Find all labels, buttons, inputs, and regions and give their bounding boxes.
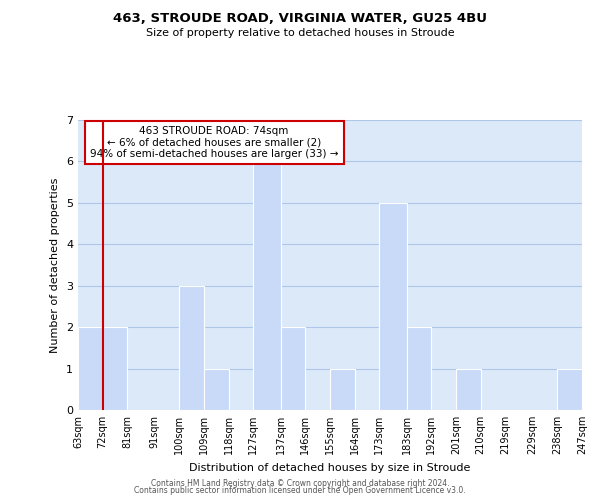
Bar xyxy=(407,327,431,410)
Text: 463 STROUDE ROAD: 74sqm
← 6% of detached houses are smaller (2)
94% of semi-deta: 463 STROUDE ROAD: 74sqm ← 6% of detached… xyxy=(90,126,338,159)
Bar xyxy=(557,368,582,410)
Text: Contains public sector information licensed under the Open Government Licence v3: Contains public sector information licen… xyxy=(134,486,466,495)
Bar xyxy=(179,286,204,410)
Y-axis label: Number of detached properties: Number of detached properties xyxy=(50,178,61,352)
Bar xyxy=(281,327,305,410)
Bar xyxy=(204,368,229,410)
Bar xyxy=(103,327,127,410)
Text: Contains HM Land Registry data © Crown copyright and database right 2024.: Contains HM Land Registry data © Crown c… xyxy=(151,478,449,488)
X-axis label: Distribution of detached houses by size in Stroude: Distribution of detached houses by size … xyxy=(190,462,470,472)
Text: Size of property relative to detached houses in Stroude: Size of property relative to detached ho… xyxy=(146,28,454,38)
Bar xyxy=(456,368,481,410)
Bar xyxy=(78,327,103,410)
Text: 463, STROUDE ROAD, VIRGINIA WATER, GU25 4BU: 463, STROUDE ROAD, VIRGINIA WATER, GU25 … xyxy=(113,12,487,26)
Bar xyxy=(330,368,355,410)
Bar xyxy=(379,203,407,410)
Bar xyxy=(253,162,281,410)
